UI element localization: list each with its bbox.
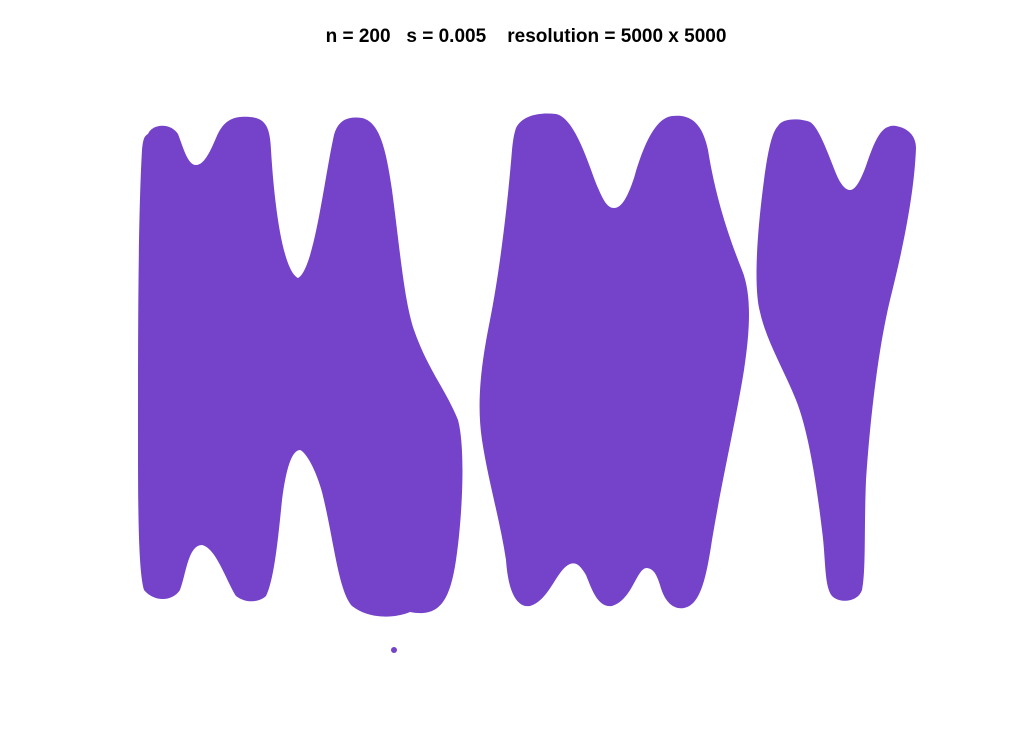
blob-middle [479,113,749,609]
stray-dot [391,647,397,653]
figure-title: n = 200 s = 0.005 resolution = 5000 x 50… [325,26,727,47]
blob-right [756,119,916,601]
blob-left [138,116,463,617]
